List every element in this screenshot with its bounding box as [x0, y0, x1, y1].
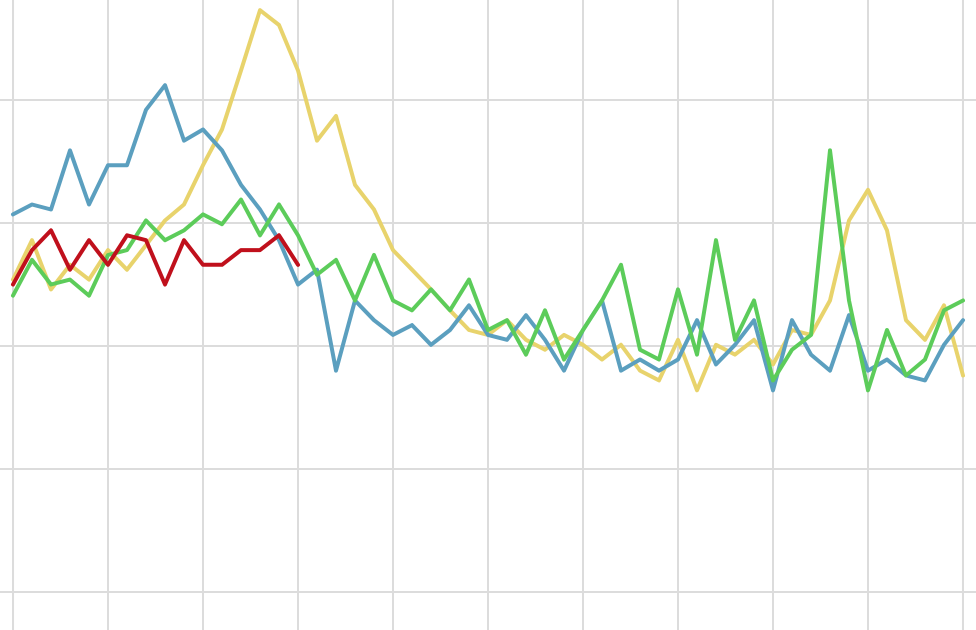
series-line: [11, 83, 965, 393]
series-line: [11, 228, 300, 287]
series-line: [11, 148, 965, 393]
